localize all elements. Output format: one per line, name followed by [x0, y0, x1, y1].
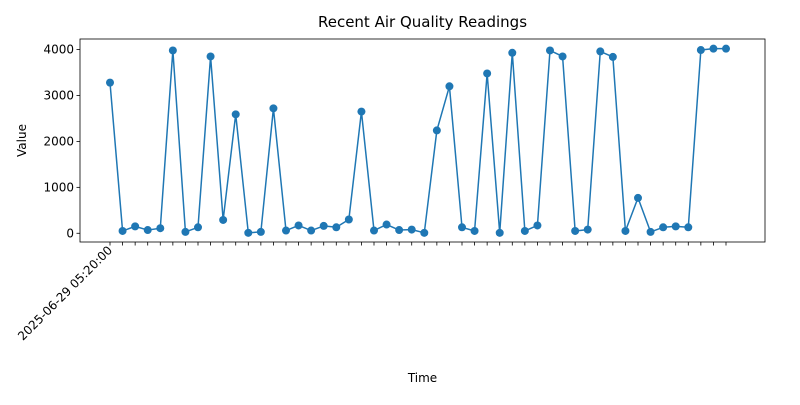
data-point: [357, 107, 366, 116]
data-point: [722, 44, 730, 53]
data-point: [646, 227, 655, 236]
data-point: [608, 52, 617, 61]
data-point: [520, 226, 529, 235]
data-point: [495, 228, 504, 237]
data-point: [395, 226, 404, 235]
data-point: [558, 52, 567, 61]
data-point: [106, 78, 114, 87]
data-point: [194, 223, 202, 232]
y-tick-label: 2000: [43, 134, 74, 148]
plot-frame: [79, 38, 766, 243]
data-point: [546, 46, 554, 55]
x-tick-label: 2025-06-29 05:20:00: [15, 243, 115, 343]
data-point: [131, 222, 140, 231]
y-tick-label: 0: [66, 226, 74, 240]
data-point: [458, 223, 466, 232]
data-point: [219, 215, 228, 224]
y-axis-label: Value: [15, 124, 29, 157]
data-point: [508, 48, 517, 57]
data-point: [332, 223, 341, 232]
data-point: [571, 226, 580, 235]
data-point: [382, 220, 391, 229]
y-tick-label: 4000: [43, 43, 74, 57]
data-point: [244, 228, 253, 237]
data-point: [671, 222, 680, 231]
data-point: [470, 226, 479, 235]
y-axis: 0 1000 2000 3000 4000: [43, 43, 80, 240]
plot-area: [79, 38, 766, 243]
data-point: [634, 193, 642, 202]
x-axis-label: Time: [407, 371, 437, 385]
data-point: [282, 226, 290, 235]
data-point: [621, 226, 630, 235]
data-point: [659, 223, 668, 232]
data-point: [307, 226, 316, 235]
data-point: [181, 227, 190, 236]
data-point: [696, 46, 705, 55]
y-tick-label: 1000: [43, 180, 74, 194]
data-point: [709, 44, 718, 53]
series-line: [109, 47, 727, 234]
data-point: [420, 228, 429, 237]
data-point: [483, 69, 492, 78]
data-point: [206, 52, 215, 61]
data-point: [533, 221, 542, 230]
series-air-quality: [106, 44, 730, 237]
data-point: [143, 226, 152, 235]
data-point: [156, 224, 165, 233]
y-tick-label: 3000: [43, 88, 74, 102]
data-point: [684, 223, 693, 232]
data-point: [445, 82, 454, 91]
data-point: [256, 227, 265, 236]
data-point: [319, 221, 328, 230]
chart-title: Recent Air Quality Readings: [318, 13, 527, 31]
data-point: [344, 215, 353, 224]
data-point: [168, 46, 177, 55]
data-point: [118, 226, 127, 235]
data-point: [231, 110, 240, 119]
x-axis: 2025-06-29 05:20:00: [15, 242, 727, 343]
data-point: [294, 221, 303, 230]
data-point: [370, 226, 378, 235]
data-point: [269, 104, 278, 113]
data-point: [432, 126, 441, 135]
data-point: [583, 225, 592, 234]
data-point: [407, 225, 416, 234]
data-point: [596, 47, 605, 56]
